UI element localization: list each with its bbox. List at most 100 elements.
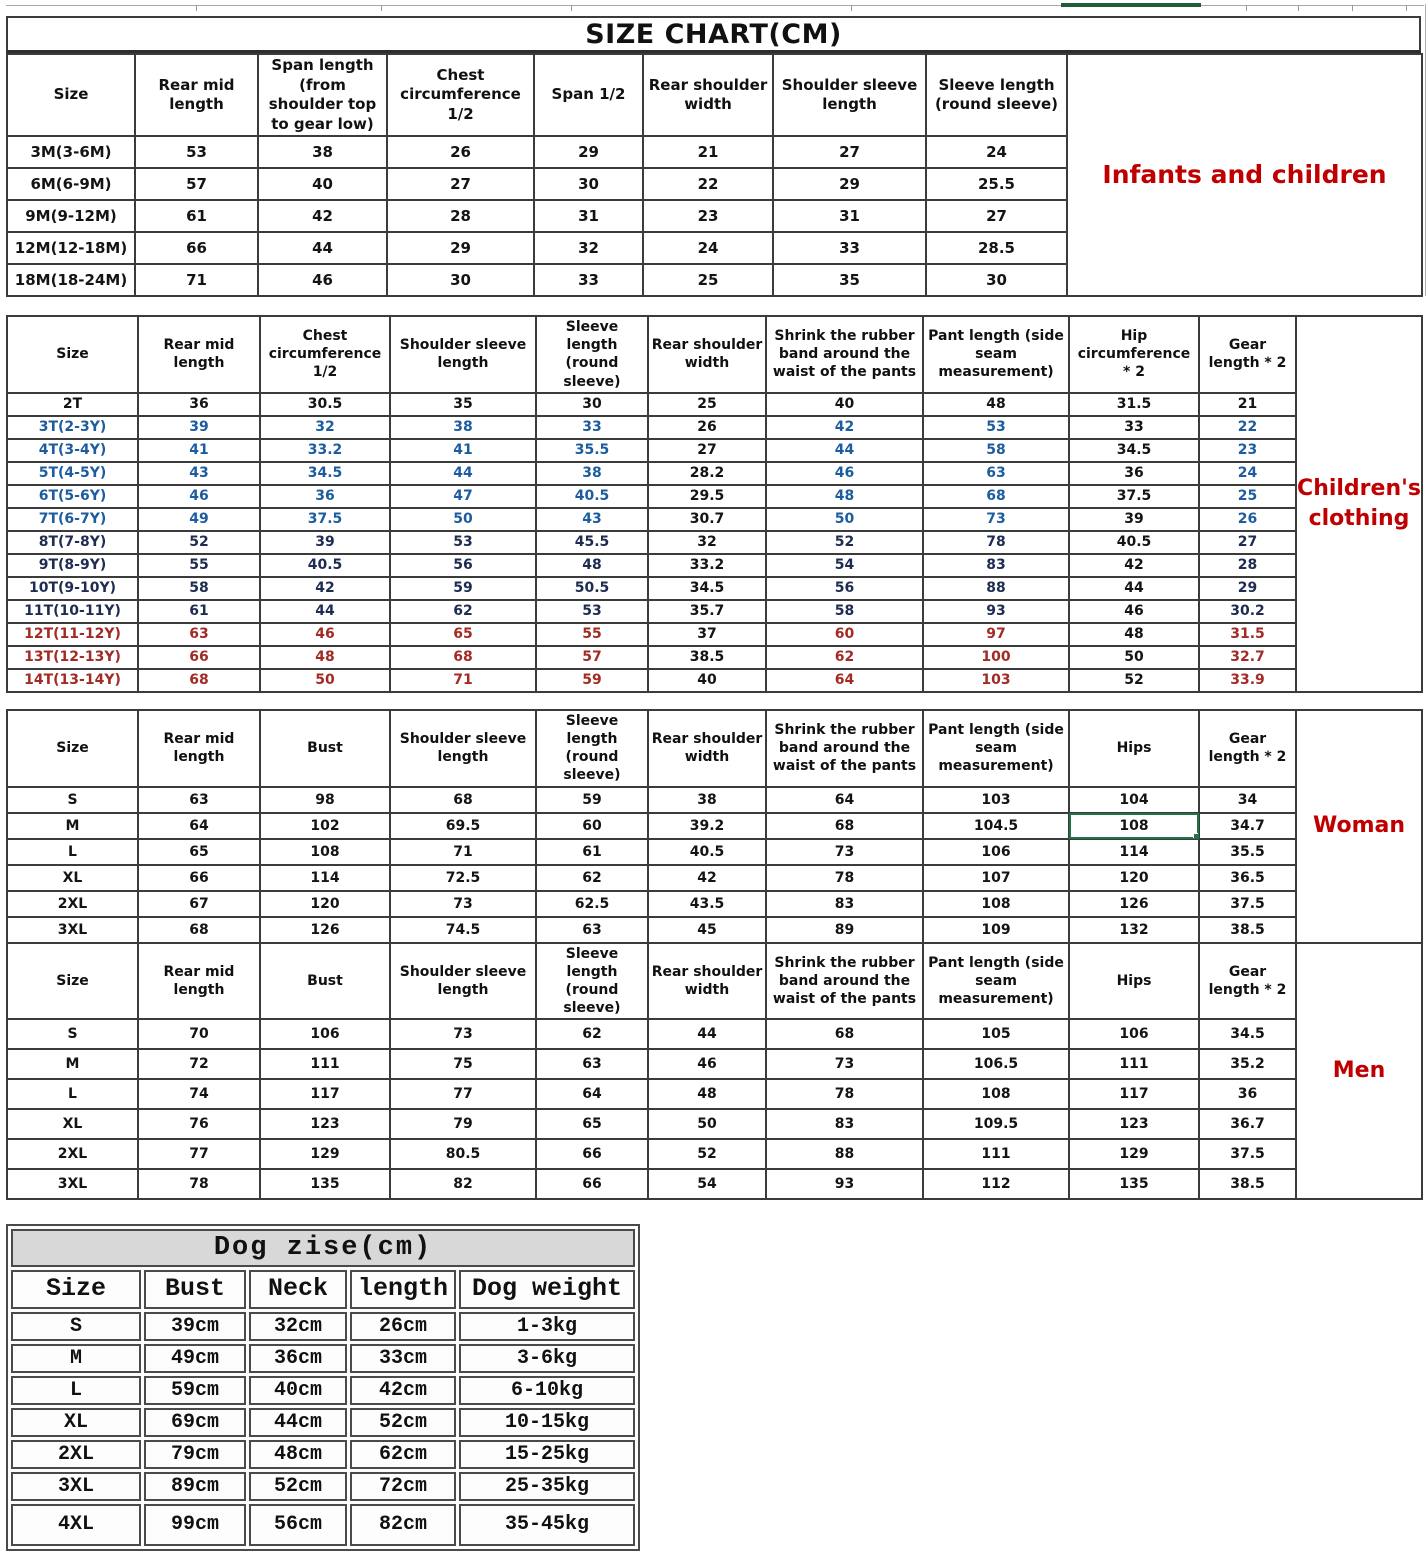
column-header: Rear mid length — [137, 708, 261, 788]
value-cell: 50 — [1068, 644, 1200, 670]
size-cell: 14T(13-14Y) — [6, 667, 139, 693]
value-cell: 36.7 — [1198, 1108, 1297, 1141]
column-header: Shrink the rubber band around the waist … — [765, 941, 924, 1021]
value-cell: 40 — [257, 167, 388, 201]
value-cell: 88 — [922, 575, 1070, 601]
value-cell: 37.5 — [1068, 483, 1200, 509]
value-cell: 30 — [533, 167, 644, 201]
value-cell: 61 — [134, 199, 259, 233]
value-cell: 108 — [922, 1078, 1070, 1111]
value-cell: 23 — [1198, 437, 1297, 463]
value-cell: 68 — [765, 1018, 924, 1051]
value-cell: 25 — [647, 391, 767, 417]
woman-section: Size Rear mid length Bust Shoulder sleeve l… — [6, 708, 1428, 944]
label-childrens-clothing: Children's clothing — [1295, 315, 1423, 693]
size-cell: 2XL — [6, 1138, 139, 1171]
value-cell: 38.5 — [1198, 1168, 1297, 1201]
value-cell: 82 — [389, 1168, 537, 1201]
value-cell: 126 — [1068, 889, 1200, 918]
size-cell: M — [6, 811, 139, 840]
value-cell: 65 — [389, 621, 537, 647]
children-section: Size Rear mid length Chest circumference 1… — [6, 315, 1428, 693]
value-cell: 59 — [535, 667, 649, 693]
value-cell: 56cm — [249, 1503, 347, 1546]
size-cell: 2XL — [6, 889, 139, 918]
value-cell: 64 — [535, 1078, 649, 1111]
value-cell: 35.5 — [1198, 837, 1297, 866]
children-size-table: Size Rear mid length Chest circumference 1… — [6, 315, 1297, 693]
value-cell: 42 — [1068, 552, 1200, 578]
value-cell: 99cm — [144, 1503, 246, 1546]
value-cell: 63 — [535, 1048, 649, 1081]
value-cell: 44 — [257, 231, 388, 265]
value-cell: 46 — [647, 1048, 767, 1081]
value-cell: 66 — [535, 1138, 649, 1171]
column-header: Size — [6, 53, 136, 137]
value-cell: 52 — [1068, 667, 1200, 693]
value-cell: 30.7 — [647, 506, 767, 532]
value-cell: 40.5 — [535, 483, 649, 509]
value-cell: 73 — [922, 506, 1070, 532]
column-header: Sleeve length (round sleeve) — [535, 708, 649, 788]
value-cell: 33 — [772, 231, 927, 265]
value-cell: 37.5 — [1198, 1138, 1297, 1171]
value-cell: 39 — [137, 414, 261, 440]
value-cell: 35-45kg — [459, 1503, 636, 1546]
size-cell: 5T(4-5Y) — [6, 460, 139, 486]
column-header: Rear shoulder width — [647, 315, 767, 394]
value-cell: 25.5 — [925, 167, 1068, 201]
value-cell: 34.5 — [1068, 437, 1200, 463]
column-header: Rear shoulder width — [647, 708, 767, 788]
top-hairline — [6, 5, 1424, 6]
value-cell: 111 — [1068, 1048, 1200, 1081]
value-cell: 89cm — [144, 1471, 246, 1501]
value-cell: 71 — [389, 667, 537, 693]
value-cell: 28 — [386, 199, 535, 233]
woman-size-table: Size Rear mid length Bust Shoulder sleeve l… — [6, 708, 1297, 944]
value-cell: 36 — [259, 483, 391, 509]
value-cell: 62.5 — [535, 889, 649, 918]
value-cell: 38.5 — [1198, 915, 1297, 944]
size-cell: 2T — [6, 391, 139, 417]
value-cell: 21 — [1198, 391, 1297, 417]
value-cell: 36.5 — [1198, 863, 1297, 892]
value-cell: 35 — [772, 263, 927, 297]
size-cell: 7T(6-7Y) — [6, 506, 139, 532]
value-cell: 129 — [259, 1138, 391, 1171]
value-cell: 46 — [765, 460, 924, 486]
value-cell: 100 — [922, 644, 1070, 670]
value-cell: 56 — [765, 575, 924, 601]
size-cell: 3T(2-3Y) — [6, 414, 139, 440]
column-header: Gear length * 2 — [1198, 941, 1297, 1021]
grid-tick — [381, 5, 382, 11]
column-header: Sleeve length (round sleeve) — [925, 53, 1068, 137]
value-cell: 24 — [1198, 460, 1297, 486]
size-cell: S — [11, 1311, 141, 1341]
value-cell: 58 — [922, 437, 1070, 463]
value-cell: 73 — [765, 837, 924, 866]
value-cell: 62cm — [350, 1439, 456, 1469]
value-cell: 93 — [922, 598, 1070, 624]
spreadsheet-top-gridline — [6, 2, 1428, 16]
column-header: Bust — [144, 1270, 246, 1309]
size-cell: 11T(10-11Y) — [6, 598, 139, 624]
value-cell: 44 — [1068, 575, 1200, 601]
value-cell: 104 — [1068, 785, 1200, 814]
value-cell: 58 — [765, 598, 924, 624]
value-cell: 75 — [389, 1048, 537, 1081]
column-header: Size — [11, 1270, 141, 1309]
value-cell: 10-15kg — [459, 1407, 636, 1437]
value-cell: 42 — [765, 414, 924, 440]
value-cell: 78 — [922, 529, 1070, 555]
value-cell: 40 — [765, 391, 924, 417]
value-cell: 37 — [647, 621, 767, 647]
value-cell: 34.7 — [1198, 811, 1297, 840]
value-cell: 25 — [642, 263, 774, 297]
value-cell: 106.5 — [922, 1048, 1070, 1081]
value-cell: 45.5 — [535, 529, 649, 555]
column-header: Shoulder sleeve length — [389, 708, 537, 788]
value-cell: 39 — [1068, 506, 1200, 532]
value-cell: 65 — [535, 1108, 649, 1141]
value-cell: 83 — [765, 1108, 924, 1141]
value-cell: 43 — [535, 506, 649, 532]
